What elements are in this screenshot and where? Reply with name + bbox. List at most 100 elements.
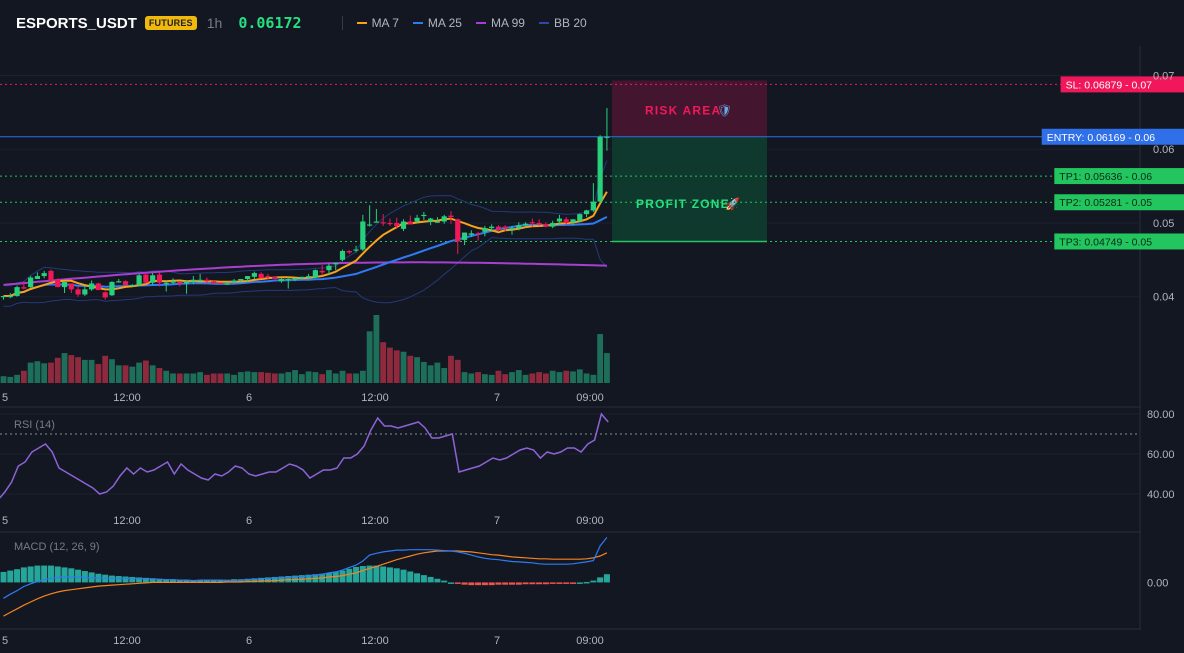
profit-zone-label: PROFIT ZONE (636, 197, 730, 211)
last-price: 0.06172 (238, 14, 302, 32)
candle-body-17 (116, 281, 122, 283)
candle-body-20 (136, 275, 142, 285)
candle-body-23 (156, 274, 163, 283)
macd-hist-bar-27 (183, 579, 190, 583)
candle-body-48 (326, 265, 332, 271)
volume-bar-79 (536, 372, 543, 383)
volume-bar-89 (604, 353, 610, 383)
macd-hist-bar-58 (393, 568, 400, 583)
volume-bar-55 (373, 315, 380, 383)
candle-body-47 (319, 270, 325, 273)
macd-hist-bar-12 (81, 571, 88, 583)
volume-bar-25 (170, 373, 176, 383)
macd-signal-line (3, 550, 608, 617)
main-y-ticks: 0.07 0.06 0.05 0.04 (1153, 70, 1174, 303)
volume-bar-4 (27, 362, 34, 383)
candle-body-5 (34, 276, 40, 280)
volume-bar-67 (454, 359, 461, 383)
candle-body-11 (75, 289, 81, 295)
candle-body-9 (61, 281, 68, 288)
volume-bar-29 (197, 372, 204, 383)
legend-ma99[interactable]: MA 99 (475, 16, 525, 30)
macd-hist-bar-75 (509, 582, 515, 585)
rsi-y-tick-1: 60.00 (1147, 449, 1175, 461)
bb20-upper (3, 160, 608, 287)
volume-bar-61 (414, 357, 420, 383)
profit-zone (612, 136, 767, 242)
macd-y-tick-0: 0.00 (1147, 577, 1168, 589)
candle-body-49 (333, 262, 339, 265)
candle-body-79 (536, 222, 542, 225)
macd-hist-bar-82 (556, 582, 563, 584)
volume-bar-78 (529, 373, 536, 383)
volume-bar-16 (109, 359, 115, 383)
x-tick-0-0: 5 (2, 392, 8, 404)
macd-hist-bar-48 (325, 572, 332, 583)
candle-body-68 (461, 232, 468, 240)
macd-hist-bar-50 (339, 570, 346, 583)
timeframe-label[interactable]: 1h (206, 15, 223, 31)
legend-ma25[interactable]: MA 25 (412, 16, 462, 30)
candle-body-14 (95, 283, 102, 291)
volume-bar-69 (468, 373, 475, 383)
candle-body-65 (441, 216, 447, 222)
candle-body-42 (285, 279, 291, 281)
macd-hist-bar-17 (115, 576, 122, 583)
macd-hist-bar-53 (359, 566, 366, 583)
macd-hist-bar-8 (54, 566, 61, 583)
macd-hist-bar-3 (20, 567, 27, 583)
legend-bb20[interactable]: BB 20 (538, 16, 587, 30)
volume-bar-10 (68, 355, 75, 383)
macd-hist-bar-5 (34, 565, 41, 583)
volume-bar-13 (88, 359, 95, 383)
candle-body-25 (170, 281, 176, 283)
candle-body-83 (563, 219, 569, 223)
risk-area-label: RISK AREA (645, 104, 721, 118)
legend-ma7[interactable]: MA 7 (356, 16, 399, 30)
macd-hist-bar-41 (278, 576, 285, 583)
macd-hist-bar-19 (129, 576, 136, 583)
candle-body-46 (312, 270, 318, 278)
level-tag-bg-0 (1060, 76, 1184, 93)
macd-hist-bar-18 (122, 576, 129, 583)
candle-body-63 (428, 218, 434, 222)
candle-body-53 (360, 221, 366, 250)
volume-bar-71 (481, 374, 488, 383)
macd-hist-bar-28 (190, 580, 197, 583)
legend-ma25-label: MA 25 (427, 16, 462, 30)
volume-bar-48 (326, 370, 332, 383)
x-tick-1-0: 5 (2, 515, 8, 527)
volume-bar-81 (549, 370, 556, 383)
candle-body-40 (272, 276, 278, 280)
candle-body-82 (556, 218, 563, 222)
main-pane-bg (0, 46, 1140, 406)
volume-bar-0 (0, 376, 7, 383)
macd-hist-bar-81 (549, 582, 556, 584)
ma7-swatch (356, 22, 367, 24)
macd-hist-bar-35 (237, 579, 244, 583)
macd-hist-bar-39 (264, 577, 271, 583)
candle-body-24 (163, 282, 169, 284)
x-tick-0-5: 09:00 (576, 392, 604, 404)
level-tag-bg-1 (1041, 128, 1184, 145)
volume-bar-86 (583, 373, 590, 383)
volume-bar-66 (448, 355, 454, 383)
volume-bar-62 (420, 361, 427, 383)
volume-bar-6 (41, 363, 48, 383)
macd-pane: MACD (12, 26, 9) 0.00 (0, 537, 1168, 617)
candle-body-87 (590, 201, 596, 211)
macd-title: MACD (12, 26, 9) (14, 541, 100, 553)
candle-body-74 (502, 226, 508, 229)
volume-bar-70 (475, 372, 481, 383)
volume-bar-23 (156, 368, 163, 383)
candle-body-62 (421, 214, 427, 217)
symbol-label[interactable]: ESPORTS_USDT (16, 14, 137, 32)
macd-hist-bar-9 (61, 567, 68, 583)
candle-body-50 (339, 250, 346, 260)
main-y-tick-3: 0.04 (1153, 292, 1174, 304)
candle-body-77 (522, 223, 529, 226)
macd-hist-bar-2 (14, 569, 21, 583)
volume-bar-37 (251, 372, 258, 383)
volume-bar-31 (210, 373, 217, 383)
